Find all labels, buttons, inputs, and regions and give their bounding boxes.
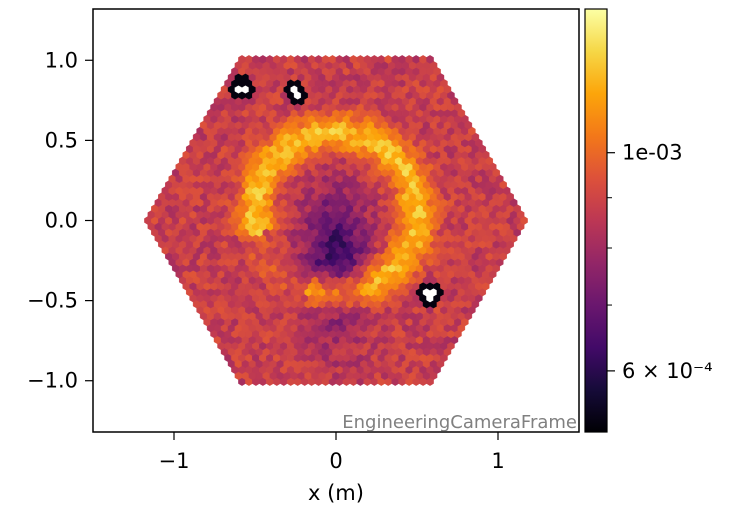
x-tick-label: 1 (491, 449, 504, 473)
x-tick-label: 0 (329, 449, 342, 473)
y-axis: 1.0 0.5 0.0 −0.5 −1.0 (27, 48, 93, 393)
colorbar: 1e-03 6 × 10⁻⁴ (584, 8, 713, 433)
colorbar-tick-label: 6 × 10⁻⁴ (622, 359, 713, 383)
camera-pixel (426, 55, 434, 64)
y-tick-label: 0.0 (45, 209, 78, 233)
x-axis: −1 0 1 (159, 432, 505, 473)
y-tick-label: −0.5 (27, 289, 78, 313)
y-tick-label: 0.5 (45, 128, 78, 152)
x-tick-label: −1 (159, 449, 190, 473)
camera-pixel-layer (144, 55, 528, 386)
watermark-label: EngineeringCameraFrame (342, 412, 577, 433)
y-tick-label: 1.0 (45, 48, 78, 72)
colorbar-tick-label: 1e-03 (622, 141, 683, 165)
colorbar-gradient (585, 9, 607, 432)
colorbar-ticks: 1e-03 6 × 10⁻⁴ (607, 141, 713, 383)
y-tick-label: −1.0 (27, 369, 78, 393)
x-axis-label: x (m) (308, 481, 364, 505)
colorbar-frame (584, 8, 608, 433)
